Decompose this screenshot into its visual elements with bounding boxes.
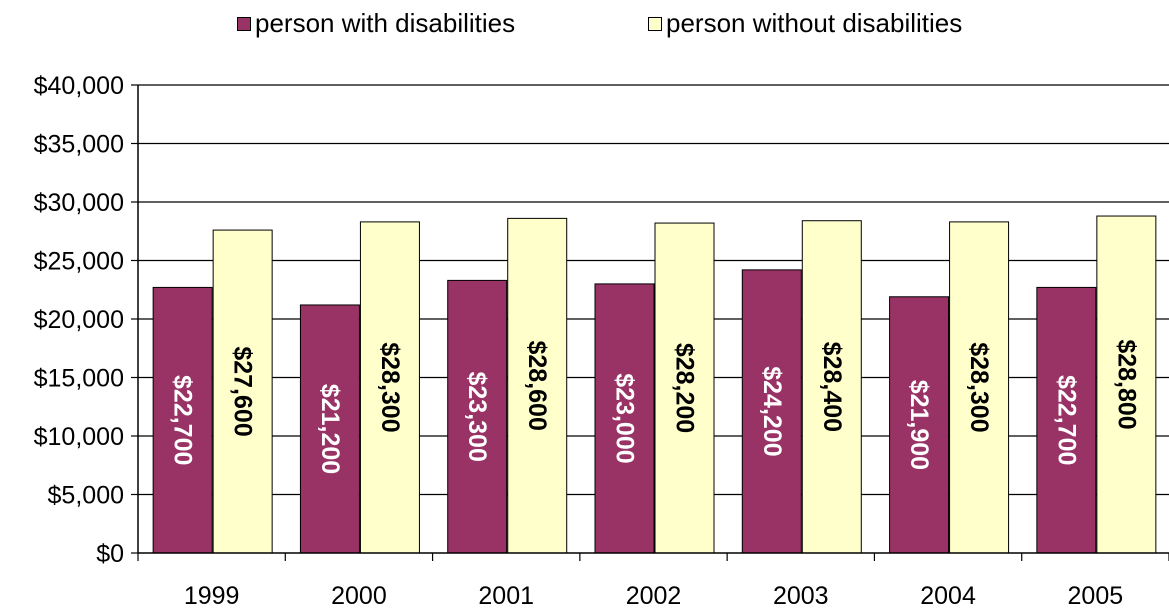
bar-without-1999 <box>212 229 273 554</box>
y-tick-label: $30,000 <box>34 189 124 217</box>
x-tick-label: 2002 <box>626 582 682 610</box>
legend-item-without-disabilities: person without disabilities <box>648 8 962 39</box>
data-label: $23,000 <box>611 373 639 463</box>
bar-without-2003 <box>801 220 862 554</box>
bar-without-2002 <box>654 222 715 554</box>
data-label: $28,800 <box>1112 339 1140 429</box>
x-tick-label: 2000 <box>331 582 387 610</box>
x-tick-label: 2003 <box>773 582 829 610</box>
legend-item-with-disabilities: person with disabilities <box>237 8 515 39</box>
x-tick-label: 2001 <box>478 582 534 610</box>
y-tick-label: $0 <box>96 540 124 568</box>
bar-without-2005 <box>1096 215 1157 554</box>
y-tick-label: $20,000 <box>34 306 124 334</box>
bar-with-2005 <box>1036 286 1097 554</box>
bar-without-2004 <box>949 221 1010 554</box>
data-label: $21,900 <box>905 380 933 470</box>
data-label: $27,600 <box>229 346 257 436</box>
bar-with-1999 <box>152 286 213 554</box>
data-label: $28,200 <box>671 343 699 433</box>
y-tick-label: $10,000 <box>34 423 124 451</box>
y-tick-label: $40,000 <box>34 72 124 100</box>
y-tick-label: $5,000 <box>48 482 124 510</box>
y-tick-label: $25,000 <box>34 248 124 276</box>
bar-without-2001 <box>507 217 568 554</box>
y-tick-label: $15,000 <box>34 365 124 393</box>
bar-without-2000 <box>359 221 420 554</box>
bar-with-2003 <box>741 269 802 554</box>
data-label: $24,200 <box>758 366 786 456</box>
legend-swatch-without-disabilities <box>648 16 662 31</box>
y-tick-label: $35,000 <box>34 131 124 159</box>
data-label: $28,300 <box>965 342 993 432</box>
x-tick-label: 1999 <box>184 582 240 610</box>
data-label: $23,300 <box>463 372 491 462</box>
bar-with-2000 <box>299 304 360 554</box>
legend-label-without-disabilities: person without disabilities <box>666 8 963 38</box>
bar-with-2002 <box>594 283 655 554</box>
data-label: $22,700 <box>1052 375 1080 465</box>
x-tick-label: 2004 <box>920 582 976 610</box>
data-label: $21,200 <box>316 384 344 474</box>
data-label: $22,700 <box>169 375 197 465</box>
legend-swatch-with-disabilities <box>237 16 251 31</box>
legend-label-with-disabilities: person with disabilities <box>255 8 516 38</box>
data-label: $28,400 <box>818 342 846 432</box>
legend: person with disabilities person without … <box>0 8 1169 40</box>
bar-with-2004 <box>889 296 950 554</box>
x-tick-label: 2005 <box>1068 582 1124 610</box>
data-label: $28,600 <box>523 341 551 431</box>
data-label: $28,300 <box>376 342 404 432</box>
